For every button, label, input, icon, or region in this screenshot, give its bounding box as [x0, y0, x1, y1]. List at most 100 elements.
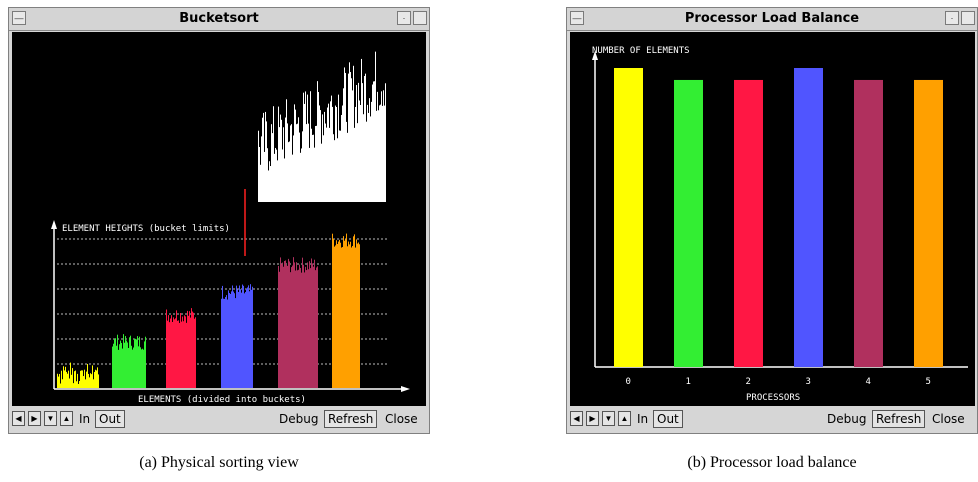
unsorted-element: [359, 100, 360, 202]
element-bar: [227, 299, 228, 388]
element-bar: [316, 267, 317, 388]
unsorted-element: [275, 147, 276, 202]
element-bar: [184, 315, 185, 388]
element-bar: [76, 381, 77, 388]
unsorted-element: [260, 164, 261, 202]
minimize-icon[interactable]: ·: [945, 11, 959, 25]
element-bar: [124, 342, 125, 388]
zoom-out-button[interactable]: Out: [653, 410, 683, 428]
title-bar[interactable]: — Processor Load Balance ·: [567, 8, 977, 31]
unsorted-element: [270, 166, 271, 202]
element-bar: [345, 239, 346, 388]
element-bar: [178, 320, 179, 388]
unsorted-element: [372, 84, 373, 202]
element-bar: [123, 334, 124, 388]
element-bar: [304, 272, 305, 388]
element-bar: [342, 247, 343, 388]
close-button[interactable]: Close: [932, 412, 965, 426]
scroll-down-button[interactable]: ▼: [602, 411, 615, 426]
unsorted-element: [374, 81, 375, 202]
maximize-icon[interactable]: [413, 11, 427, 25]
close-button[interactable]: Close: [385, 412, 418, 426]
element-bar: [336, 240, 337, 388]
element-bar: [128, 347, 129, 388]
title-bar[interactable]: — Bucketsort ·: [9, 8, 429, 31]
scroll-down-button[interactable]: ▼: [44, 411, 57, 426]
element-bar: [169, 322, 170, 388]
scroll-left-button[interactable]: ◀: [12, 411, 25, 426]
zoom-out-button[interactable]: Out: [95, 410, 125, 428]
unsorted-element: [345, 72, 346, 203]
unsorted-element: [355, 106, 356, 202]
unsorted-element: [295, 109, 296, 202]
zoom-in-button[interactable]: In: [79, 412, 91, 426]
element-bar: [292, 265, 293, 388]
element-bar: [334, 246, 335, 388]
element-bar: [170, 318, 171, 388]
unsorted-element: [285, 117, 286, 202]
unsorted-element: [262, 117, 263, 202]
element-bar: [296, 262, 297, 388]
element-bar: [61, 370, 62, 388]
element-bar: [144, 341, 145, 388]
element-bar: [133, 347, 134, 388]
element-bar: [310, 268, 311, 388]
element-bar: [171, 315, 172, 388]
unsorted-element: [336, 107, 337, 202]
element-bar: [285, 260, 286, 388]
unsorted-element: [271, 124, 272, 202]
scroll-right-button[interactable]: ▶: [28, 411, 41, 426]
scroll-right-button[interactable]: ▶: [586, 411, 599, 426]
element-bar: [305, 266, 306, 388]
unsorted-element: [373, 81, 374, 202]
element-bar: [306, 270, 307, 388]
element-bar: [127, 342, 128, 388]
sorting-canvas: ELEMENT HEIGHTS (bucket limits) ELEMENTS…: [12, 32, 426, 406]
element-bar: [295, 270, 296, 388]
element-bar: [70, 362, 71, 388]
window-menu-icon[interactable]: —: [12, 11, 26, 25]
element-bar: [116, 345, 117, 388]
unsorted-element: [289, 141, 290, 202]
x-axis-label: ELEMENTS (divided into buckets): [138, 395, 306, 405]
element-bar: [302, 257, 303, 388]
window-menu-icon[interactable]: —: [570, 11, 584, 25]
unsorted-element: [281, 119, 282, 202]
unsorted-element: [333, 134, 334, 202]
unsorted-element: [313, 134, 314, 202]
control-bar: ◀ ▶ ▼ ▲ In Out Debug Refresh Close: [567, 406, 977, 433]
debug-button[interactable]: Debug: [827, 412, 867, 426]
scroll-up-button[interactable]: ▲: [60, 411, 73, 426]
element-bar: [241, 292, 242, 388]
minimize-icon[interactable]: ·: [397, 11, 411, 25]
scroll-left-button[interactable]: ◀: [570, 411, 583, 426]
y-axis-label: ELEMENT HEIGHTS (bucket limits): [62, 224, 230, 234]
element-bar: [297, 270, 298, 388]
maximize-icon[interactable]: [961, 11, 975, 25]
unsorted-element: [279, 127, 280, 202]
element-bar: [174, 319, 175, 388]
element-bar: [75, 370, 76, 388]
scroll-up-button[interactable]: ▲: [618, 411, 631, 426]
element-bar: [193, 312, 194, 388]
element-bar: [240, 289, 241, 388]
bucketsort-window: — Bucketsort · ELEMENT HEIGHTS (bucket l…: [8, 7, 430, 434]
element-bar: [347, 246, 348, 388]
element-bar: [167, 320, 168, 388]
unsorted-element: [328, 103, 329, 202]
element-bar: [96, 370, 97, 388]
element-bar: [130, 335, 131, 388]
bucket-3: [221, 284, 253, 388]
debug-button[interactable]: Debug: [279, 412, 319, 426]
element-bar: [64, 370, 65, 388]
element-bar: [294, 262, 295, 388]
bucket-4: [278, 257, 318, 388]
refresh-button[interactable]: Refresh: [324, 410, 378, 428]
unsorted-element: [361, 58, 362, 202]
unsorted-element: [319, 105, 320, 202]
unsorted-element: [287, 123, 288, 202]
element-bar: [79, 381, 80, 388]
element-bar: [226, 295, 227, 388]
refresh-button[interactable]: Refresh: [872, 410, 926, 428]
zoom-in-button[interactable]: In: [637, 412, 649, 426]
